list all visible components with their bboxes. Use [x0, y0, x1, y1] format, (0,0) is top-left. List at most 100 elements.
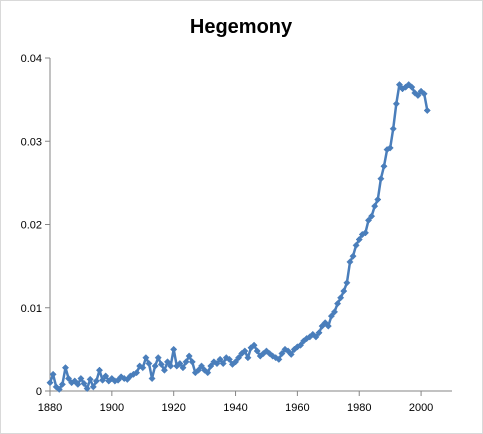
data-point	[204, 369, 212, 377]
data-point	[49, 370, 57, 378]
data-point	[179, 364, 187, 372]
data-point	[374, 195, 382, 204]
data-point	[349, 252, 357, 260]
data-point	[188, 358, 196, 366]
data-point	[52, 383, 60, 391]
data-point	[395, 81, 403, 89]
data-point	[95, 366, 104, 374]
x-tick-label: 1940	[223, 402, 247, 414]
data-point	[377, 175, 385, 183]
x-tick-label: 1880	[38, 402, 62, 414]
data-point	[86, 375, 94, 383]
data-point	[185, 352, 193, 360]
data-point	[386, 144, 394, 152]
data-point	[210, 358, 218, 366]
data-point	[241, 347, 249, 355]
data-point	[405, 81, 413, 89]
data-point	[244, 354, 252, 362]
data-point	[65, 374, 73, 383]
data-point	[139, 364, 147, 372]
data-point	[423, 106, 431, 115]
data-point	[380, 162, 388, 170]
data-point	[355, 235, 363, 244]
data-point	[142, 354, 150, 362]
y-tick-label: 0.01	[21, 303, 42, 315]
data-point	[231, 358, 240, 366]
data-point	[213, 359, 221, 368]
series-line	[48, 83, 429, 391]
data-point	[420, 90, 428, 98]
data-point	[163, 358, 172, 366]
data-point	[157, 360, 165, 368]
x-tick-label: 1960	[285, 402, 309, 414]
data-point	[346, 258, 354, 266]
data-point	[414, 91, 422, 100]
data-point	[296, 341, 305, 349]
data-point	[327, 312, 335, 320]
data-point	[392, 100, 400, 108]
data-point	[83, 384, 91, 393]
data-point	[151, 362, 159, 370]
data-point	[235, 354, 243, 362]
y-tick-label: 0.03	[21, 136, 42, 148]
data-point	[77, 374, 85, 383]
data-point	[371, 202, 379, 210]
data-point	[225, 355, 233, 363]
data-point	[334, 300, 342, 308]
x-tick-label: 1920	[161, 402, 185, 414]
data-point	[278, 349, 286, 358]
data-point	[197, 362, 206, 370]
data-point	[160, 366, 168, 374]
data-point	[343, 279, 351, 287]
data-point	[176, 359, 184, 368]
chart-title: Hegemony	[190, 16, 293, 38]
tick-labels: 0 0.01 0.02 0.03 0.04 1880 1900 1920 1940 1960 198…	[21, 53, 434, 414]
data-point	[80, 379, 88, 388]
data-point	[194, 366, 202, 374]
data-point	[99, 376, 107, 384]
data-point	[262, 347, 271, 355]
y-tick-label: 0.04	[21, 53, 42, 65]
data-point	[389, 125, 397, 133]
data-point	[58, 380, 66, 388]
data-point	[167, 362, 175, 370]
data-point	[61, 364, 70, 372]
x-tick-label: 2000	[409, 402, 433, 414]
data-point	[417, 87, 425, 95]
data-point	[219, 359, 227, 368]
data-point	[352, 241, 360, 249]
data-series	[46, 81, 431, 393]
data-point	[182, 358, 190, 366]
data-point	[133, 369, 141, 377]
data-point	[154, 354, 162, 362]
axes	[45, 57, 452, 396]
data-point	[89, 383, 97, 391]
data-point	[148, 374, 156, 383]
data-point	[207, 362, 215, 370]
data-point	[361, 229, 369, 237]
data-point	[324, 322, 332, 330]
data-point	[46, 379, 54, 387]
x-tick-label: 1900	[100, 402, 124, 414]
y-tick-label: 0.02	[21, 220, 42, 232]
data-point	[136, 362, 144, 370]
data-point	[312, 333, 320, 341]
data-point	[216, 355, 224, 363]
data-point	[92, 377, 100, 385]
data-point	[55, 385, 63, 393]
data-point	[253, 347, 261, 355]
data-point	[337, 294, 345, 302]
data-point	[222, 354, 230, 362]
x-tick-label: 1980	[347, 402, 371, 414]
data-point	[368, 212, 376, 220]
data-point	[330, 308, 339, 316]
data-point	[340, 287, 348, 295]
data-point	[275, 355, 283, 363]
data-point	[315, 329, 323, 337]
data-point	[287, 350, 295, 358]
data-point	[170, 345, 178, 353]
data-point	[145, 359, 153, 368]
data-point	[408, 83, 416, 91]
